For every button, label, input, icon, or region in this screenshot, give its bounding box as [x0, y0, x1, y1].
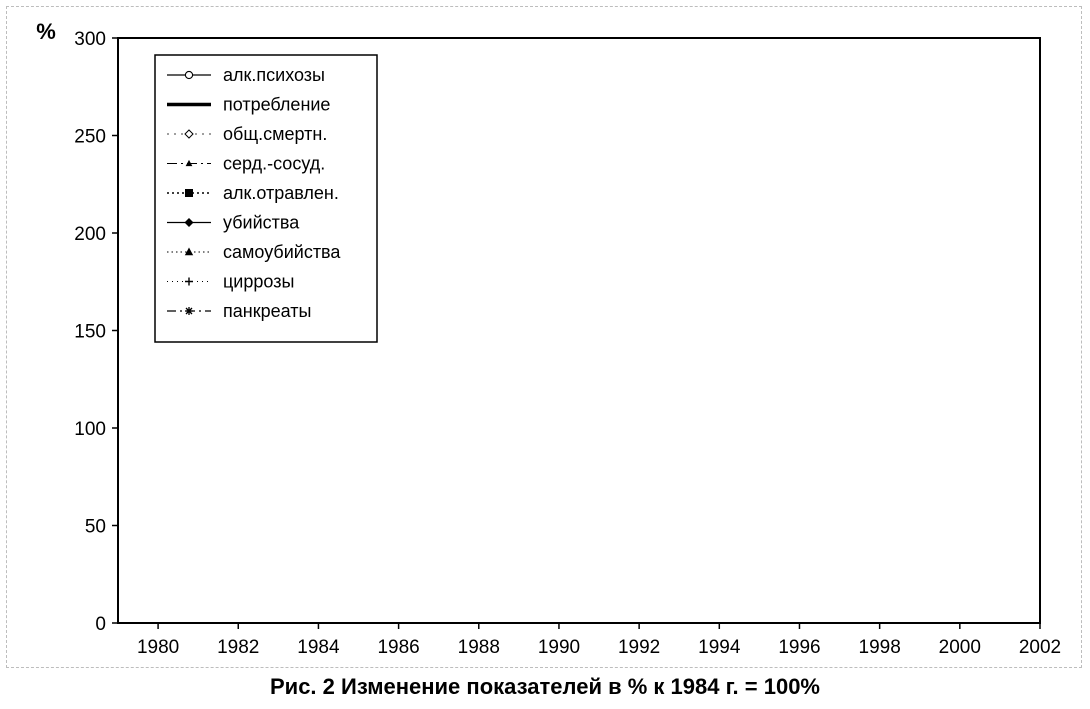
x-tick-label: 1990 [538, 637, 580, 658]
figure-frame [6, 6, 1082, 668]
x-tick-label: 1982 [217, 637, 259, 658]
legend-label: панкреаты [223, 301, 311, 321]
y-tick-label: 150 [74, 322, 106, 343]
y-tick-label: 50 [85, 517, 106, 538]
x-tick-label: 1998 [859, 637, 901, 658]
y-axis-label: % [36, 19, 56, 44]
legend-label: циррозы [223, 272, 294, 292]
legend-swatch-marker [184, 247, 194, 256]
legend-label: убийства [223, 213, 300, 233]
y-tick-label: 300 [74, 29, 106, 50]
x-tick-label: 2000 [939, 637, 981, 658]
y-tick-label: 250 [74, 127, 106, 148]
line-chart: 0 50 100 150 200 250 300 1980 1982 1984 1986 1988 19… [36, 19, 1061, 658]
x-tick-label: 1980 [137, 637, 179, 658]
x-tick-label: 1988 [458, 637, 500, 658]
legend-label: алк.отравлен. [223, 183, 339, 203]
x-tick-label: 2002 [1019, 637, 1061, 658]
y-tick-label: 200 [74, 224, 106, 245]
legend-swatch-marker [185, 159, 193, 167]
x-tick-label: 1996 [778, 637, 820, 658]
legend-swatch-marker [184, 70, 194, 80]
legend-label: общ.смертн. [223, 124, 327, 144]
legend-swatch-marker [184, 129, 194, 139]
legend-label: самоубийства [223, 242, 341, 262]
x-tick-label: 1984 [297, 637, 340, 658]
legend-swatch-marker [185, 307, 193, 315]
legend-swatch-marker [184, 218, 194, 227]
x-tick-label: 1986 [377, 637, 419, 658]
legend-label: серд.-сосуд. [223, 154, 325, 174]
x-tick-label: 1994 [698, 637, 741, 658]
legend-swatch-marker [185, 277, 193, 286]
x-tick-label: 1992 [618, 637, 660, 658]
legend-label: алк.психозы [223, 65, 325, 85]
legend-label: потребление [223, 95, 330, 115]
y-tick-label: 100 [74, 419, 106, 440]
y-tick-label: 0 [95, 614, 106, 635]
figure-caption: Рис. 2 Изменение показателей в % к 1984 … [270, 674, 820, 699]
legend-swatch-marker [185, 189, 193, 197]
